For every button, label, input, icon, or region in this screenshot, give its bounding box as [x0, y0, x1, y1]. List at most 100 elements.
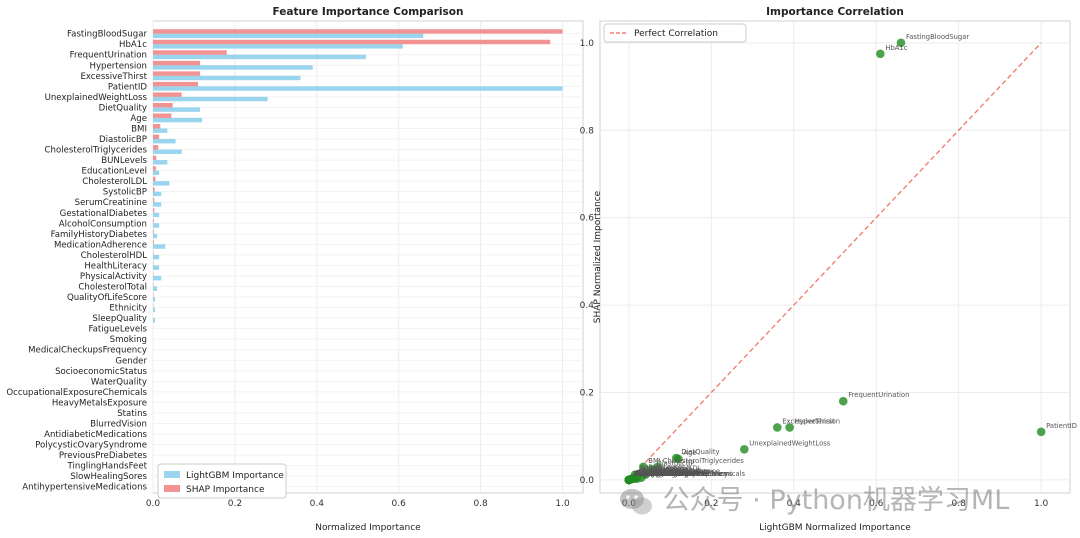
lightgbm-bar	[153, 212, 160, 218]
lightgbm-bar	[153, 307, 156, 312]
scatter-point-label: CholesterolTriglycerides	[663, 457, 745, 465]
bar-category-label: Age	[130, 114, 147, 124]
shap-bar	[153, 239, 154, 245]
scatter-point	[624, 475, 634, 485]
bar-category-label: AlcoholConsumption	[59, 219, 147, 229]
shap-bar	[153, 60, 201, 66]
bar-category-label: DietQuality	[99, 103, 147, 113]
shap-bar	[153, 39, 551, 45]
lightgbm-bar	[153, 286, 158, 291]
lightgbm-bar	[153, 65, 313, 70]
scatter-point-label: ExcessiveThirst	[782, 417, 835, 425]
scatter-point-label: SerumCreatinine	[642, 466, 699, 474]
shap-bar	[153, 134, 160, 139]
bar-category-label: QualityOfLifeScore	[67, 293, 147, 303]
bar-category-label: Smoking	[110, 335, 147, 345]
bar-legend-swatch	[164, 471, 180, 478]
bar-category-label: Statins	[117, 409, 147, 419]
bar-category-label: PatientID	[108, 82, 147, 92]
scatter-legend-label: Perfect Correlation	[634, 29, 718, 39]
bar-category-label: Hypertension	[90, 61, 148, 71]
lightgbm-bar	[153, 33, 424, 39]
shap-bar	[153, 218, 154, 224]
scatter-point-label: CholesterolTotal	[638, 469, 692, 477]
bar-legend-label: SHAP Importance	[186, 485, 265, 495]
bar-category-label: FastingBloodSugar	[67, 30, 147, 40]
scatter-point-label: OccupationalExposureChemicals	[634, 470, 746, 478]
bar-x-tick-label: 0.0	[146, 499, 161, 509]
bar-category-label: SlowHealingSores	[70, 472, 147, 482]
scatter-point-label: DietQuality	[681, 448, 719, 456]
bar-category-label: CholesterolLDL	[82, 177, 147, 187]
scatter-point-label: QualityOfLifeScore	[636, 469, 699, 477]
lightgbm-bar	[153, 181, 170, 186]
bar-category-label: FrequentUrination	[70, 51, 147, 61]
shap-bar	[153, 208, 155, 213]
lightgbm-bar	[153, 149, 182, 154]
scatter-y-axis-label: SHAP Normalized Importance	[593, 190, 603, 323]
scatter-point-label: MedicalCheckupsFrequency	[634, 470, 728, 478]
scatter-point-label: PreviousPreDiabetes	[634, 470, 704, 478]
scatter-point-label: SlowHealingSores	[634, 470, 695, 478]
bar-category-label: HeavyMetalsExposure	[52, 398, 147, 408]
bar-category-label: AntihypertensiveMedications	[22, 483, 147, 493]
bar-category-label: BMI	[131, 124, 147, 134]
shap-bar	[153, 81, 199, 87]
scatter-point-label: WaterQuality	[634, 470, 678, 478]
scatter-y-tick-label: 0.8	[580, 126, 595, 136]
scatter-point-label: Statins	[634, 470, 658, 478]
scatter-point-label: AntidiabeticMedications	[634, 470, 716, 478]
lightgbm-bar	[153, 202, 162, 207]
scatter-y-tick-label: 0.6	[580, 214, 595, 224]
scatter-point-label: HealthLiteracy	[640, 469, 690, 477]
shap-bar	[153, 229, 154, 234]
scatter-point-label: GestationalDiabetes	[640, 467, 710, 475]
bar-category-label: SleepQuality	[92, 314, 147, 324]
bar-chart-panel: 0.0 0.2 0.4 0.6 0.8 1.0 FastingBloodSugarHbA1c…	[6, 6, 584, 533]
bar-category-label: FamilyHistoryDiabetes	[51, 230, 148, 240]
scatter-point-label: PhysicalActivity	[642, 469, 695, 477]
scatter-x-tick-label: 1.0	[1034, 499, 1049, 509]
bar-category-label: CholesterolTotal	[78, 283, 147, 293]
lightgbm-bar	[153, 297, 156, 302]
bar-legend	[157, 463, 287, 499]
bar-category-label: WaterQuality	[91, 377, 147, 387]
perfect-correlation-line	[628, 42, 1042, 481]
bar-x-tick-label: 0.6	[392, 499, 407, 509]
bar-category-label: MedicationAdherence	[54, 240, 147, 250]
bar-x-tick-label: 1.0	[555, 499, 570, 509]
scatter-x-tick-label: 0.4	[787, 499, 802, 509]
scatter-point-label: HeavyMetalsExposure	[634, 470, 709, 478]
watermark-text: 公众号 · Python机器学习ML	[662, 485, 1010, 516]
scatter-x-tick-label: 0.2	[704, 499, 718, 509]
scatter-point-label: AntihypertensiveMedications	[634, 470, 733, 478]
lightgbm-bar	[153, 191, 162, 197]
lightgbm-bar	[153, 223, 160, 228]
bar-category-label: SystolicBP	[103, 188, 147, 198]
scatter-point-label: PolycysticOvarySyndrome	[634, 470, 722, 478]
scatter-point-label: FatigueLevels	[634, 470, 681, 478]
bar-category-label: OccupationalExposureChemicals	[6, 388, 147, 398]
scatter-point-label: Ethnicity	[636, 469, 666, 477]
scatter-point-label: SleepQuality	[636, 469, 679, 477]
scatter-point-label: CholesterolHDL	[640, 468, 693, 476]
shap-bar	[153, 71, 201, 76]
wechat-icon	[620, 488, 652, 514]
shap-bar	[153, 155, 157, 161]
bar-category-label: HbA1c	[119, 40, 147, 50]
bar-category-label: HealthLiteracy	[84, 261, 147, 271]
shap-bar	[153, 197, 155, 203]
scatter-point-label: BMI	[648, 457, 661, 465]
bar-category-label: SocioeconomicStatus	[55, 367, 147, 377]
lightgbm-bar	[153, 117, 203, 123]
lightgbm-bar	[153, 107, 201, 112]
bar-category-label: Ethnicity	[109, 304, 147, 314]
bar-category-label: MedicalCheckupsFrequency	[28, 346, 147, 356]
lightgbm-bar	[153, 160, 168, 165]
scatter-point-label: MedicationAdherence	[646, 468, 720, 476]
bar-category-label: CholesterolTriglycerides	[45, 146, 148, 156]
scatter-point-label: BlurredVision	[634, 470, 679, 478]
bar-x-axis-label: Normalized Importance	[315, 523, 421, 533]
lightgbm-bar	[153, 139, 176, 144]
